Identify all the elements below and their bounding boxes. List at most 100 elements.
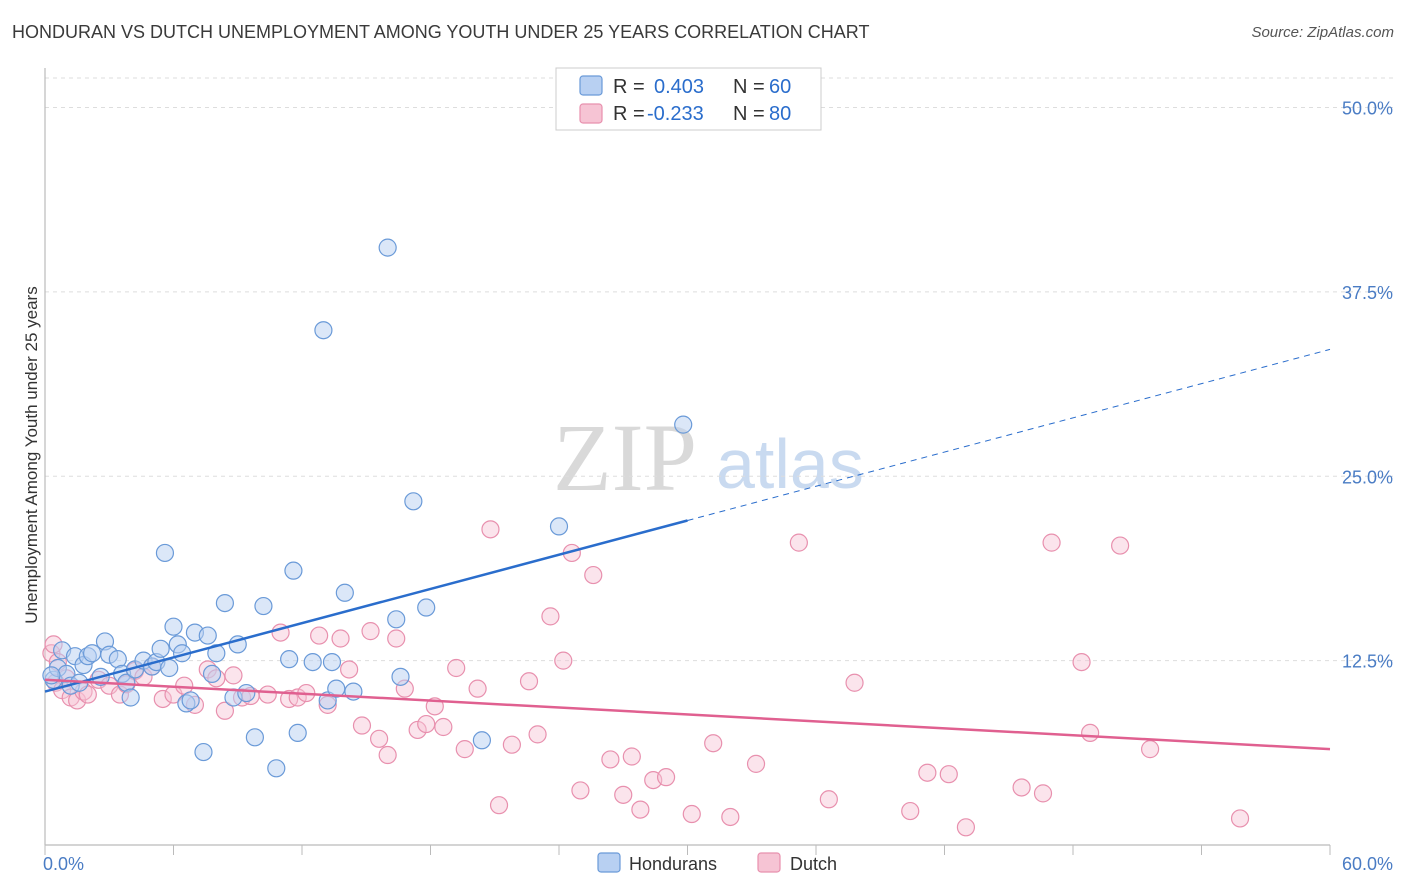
dutch-point [519,672,539,691]
dutch-point [1033,784,1053,803]
legend-swatch-dutch [579,103,603,124]
source-label: Source: ZipAtlas.com [1251,24,1394,41]
dutch-point [721,807,740,827]
dutch-point [1072,652,1091,672]
dutch-point [956,818,976,837]
legend-r-label-hondurans: R = [613,76,645,98]
hondurans-point [194,742,213,762]
dutch-point [1111,536,1130,555]
legend-n-hondurans: 60 [769,76,791,98]
dutch-point [417,714,436,734]
trend-lines [44,348,1331,751]
dutch-point [489,796,509,815]
dutch-point [819,790,838,809]
dutch-point [656,768,676,787]
hondurans-point [267,759,286,778]
hondurans-point [674,415,693,434]
dutch-point [622,747,641,766]
dutch-point [1012,778,1031,797]
dutch-point [502,735,521,754]
hondurans-point [198,626,217,645]
legend-n-label-dutch: N = [733,103,765,125]
dutch-point [845,673,864,692]
bottom-legend-dutch: Dutch [790,854,837,874]
chart-title: HONDURAN VS DUTCH UNEMPLOYMENT AMONG YOU… [12,22,870,42]
dutch-point [340,660,359,679]
hondurans-point [202,664,222,684]
legend-n-dutch: 80 [769,103,791,125]
dutch-point [310,626,329,645]
dutch-point [481,520,500,539]
dutch-point [614,785,633,804]
dutch-point [1042,533,1061,552]
dutch-point [370,729,389,748]
hondurans-point [121,688,140,707]
dutch-point [1140,740,1160,759]
bottom-legend-hondurans: Hondurans [629,854,717,874]
hondurans-point [237,683,256,703]
axes [44,68,1331,855]
x-tick-label: 60.0% [1342,854,1393,874]
legend-box: R = 0.403 N = 60 R = -0.233 N = 80 [555,67,822,131]
hondurans-point [181,691,200,710]
hondurans-point [335,583,354,602]
dutch-point [682,804,701,824]
dutch-point [571,781,590,800]
dutch-point [468,679,487,698]
watermark-atlas: atlas [716,425,864,503]
hondurans-point [151,639,170,658]
dutch-point [901,801,920,821]
legend-n-label-hondurans: N = [733,76,765,98]
y-tick-labels: 12.5% 25.0% 37.5% 50.0% [1342,99,1393,672]
bottom-legend-swatch-dutch [757,852,781,873]
hondurans-point [303,652,322,672]
hondurans-point [288,723,307,743]
dutch-point [584,565,603,585]
hondurans-trend-line [44,519,688,693]
y-tick-label: 37.5% [1342,283,1393,303]
dutch-point [704,734,723,753]
bottom-legend: Hondurans Dutch [597,852,837,874]
dutch-point [789,533,808,552]
dutch-point [224,666,243,685]
bottom-legend-swatch-hondurans [597,852,621,873]
hondurans-point [160,658,179,678]
dutch-point [1081,723,1100,743]
x-tick-labels: 0.0% 60.0% [43,854,1393,874]
hondurans-point [215,593,234,613]
dutch-point [541,607,560,626]
dutch-point [554,651,573,670]
y-tick-label: 50.0% [1342,99,1393,119]
dutch-point [387,629,406,648]
hondurans-point [378,238,397,257]
dutch-point [352,716,372,735]
dutch-point [258,685,277,704]
dutch-point [153,689,172,709]
dutch-point [447,658,466,678]
grid-lines [45,77,1395,662]
hondurans-point [284,561,303,580]
hondurans-point [472,731,491,750]
hondurans-point [314,321,333,340]
dutch-point [378,745,397,765]
y-tick-label: 12.5% [1342,652,1393,672]
dutch-point [434,717,453,737]
dutch-point [1230,809,1250,828]
hondurans-point [404,492,423,511]
hondurans-point [417,598,436,617]
dutch-point [631,800,650,819]
hondurans-point [164,617,183,636]
dutch-point [918,763,937,782]
dutch-point [939,765,958,784]
legend-r-hondurans: 0.403 [654,76,704,98]
dutch-point [528,725,547,744]
x-tick-label: 0.0% [43,854,84,874]
hondurans-point [280,650,299,669]
legend-r-label-dutch: R = [613,103,645,125]
dutch-point [361,622,380,641]
dutch-point [746,754,766,773]
hondurans-point [549,517,569,536]
hondurans-point [254,596,273,616]
legend-r-dutch: -0.233 [647,103,704,125]
